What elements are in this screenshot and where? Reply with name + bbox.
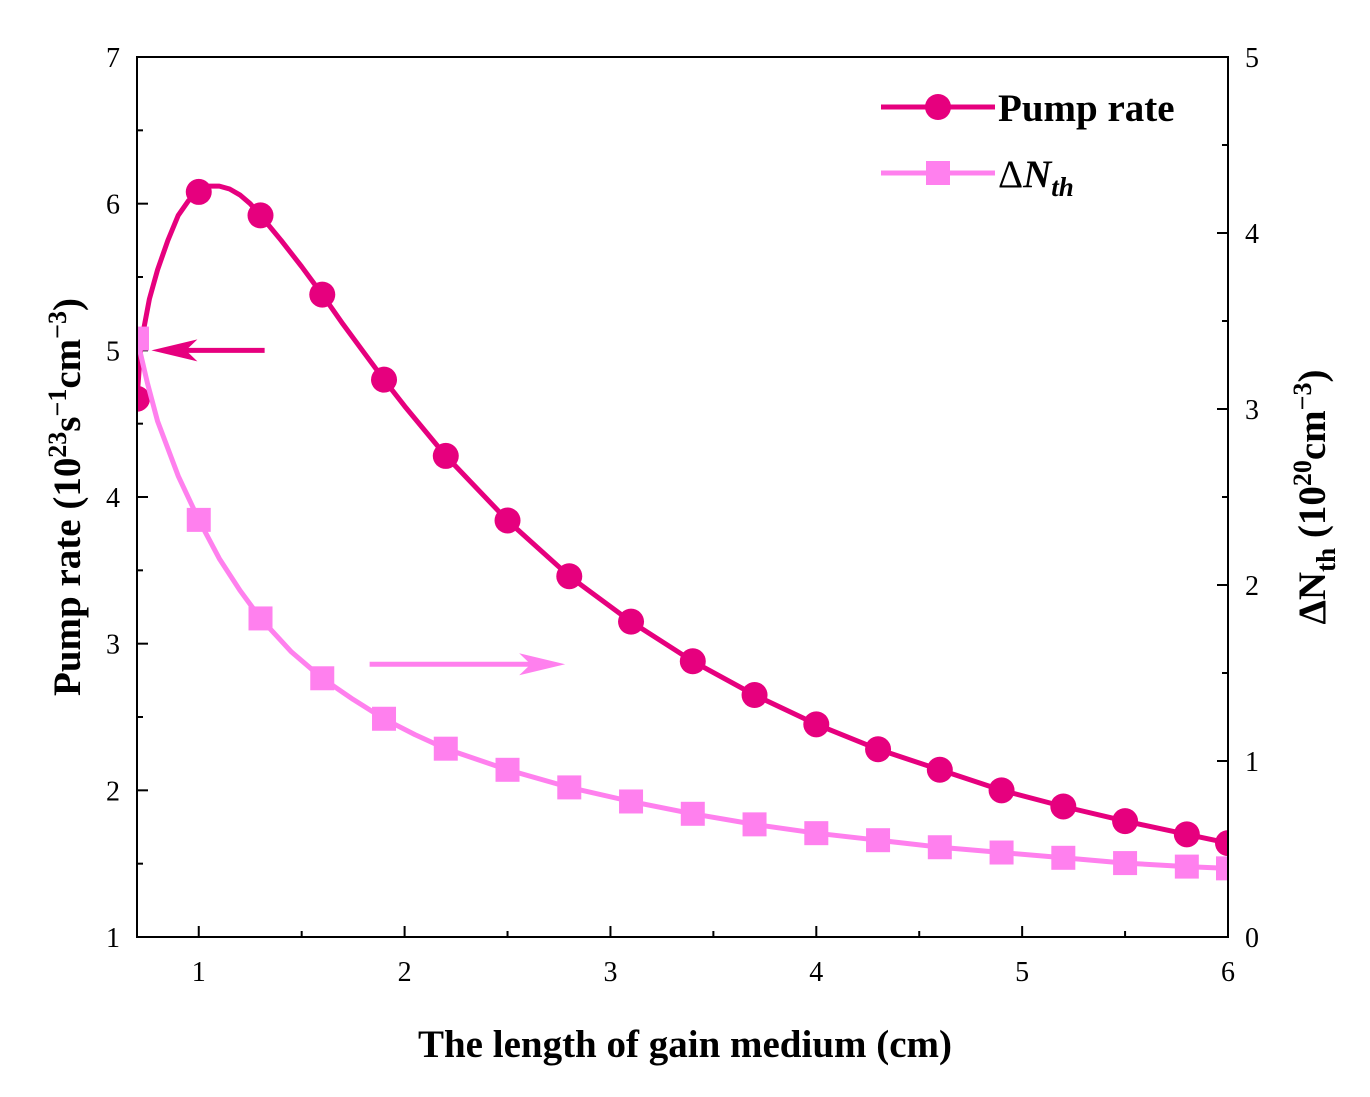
y2-axis-title: ΔNth (1020cm−3) <box>1288 369 1341 624</box>
pump-rate-point <box>1050 793 1077 820</box>
delta-nth-point <box>866 828 891 853</box>
pump-rate-point <box>988 777 1015 804</box>
delta-nth-point <box>619 789 644 814</box>
delta-nth-axis-arrow-head <box>519 653 566 676</box>
y2-tick-label: 5 <box>1245 43 1259 74</box>
y-tick-label: 7 <box>106 43 120 74</box>
y-axis-ticks <box>137 56 148 938</box>
delta-nth-point <box>137 326 149 351</box>
legend-nth-marker <box>926 161 950 185</box>
y2-axis-tick-labels: 0 1 2 3 4 5 <box>1245 43 1259 954</box>
pump-rate-point <box>618 608 645 635</box>
plot-frame <box>136 56 1229 938</box>
y-tick-label: 4 <box>106 483 120 514</box>
legend-pump-label: Pump rate <box>998 87 1175 130</box>
delta-nth-point <box>1216 856 1228 881</box>
y-axis-tick-labels: 1 2 3 4 5 6 7 <box>106 43 120 954</box>
x-tick-label: 6 <box>1221 957 1235 988</box>
x-tick-label: 1 <box>192 957 206 988</box>
pump-rate-point <box>741 682 768 708</box>
x-axis-title: The length of gain medium (cm) <box>418 1023 952 1066</box>
pump-rate-point <box>556 563 583 590</box>
pump-rate-point <box>494 507 521 534</box>
y-tick-label: 2 <box>106 776 120 807</box>
delta-nth-point <box>186 507 211 532</box>
delta-nth-point <box>989 840 1014 865</box>
y2-axis-ticks <box>1217 56 1228 938</box>
y-tick-label: 3 <box>106 630 120 661</box>
delta-nth-point <box>1051 845 1076 870</box>
x-tick-label: 5 <box>1015 957 1029 988</box>
x-tick-label: 4 <box>809 957 823 988</box>
series-layer <box>137 178 1228 881</box>
x-axis-tick-labels: 1 2 3 4 5 6 <box>192 957 1235 988</box>
pump-rate-point <box>309 281 336 308</box>
legend-nth-label: ΔNth <box>998 153 1074 202</box>
y2-tick-label: 3 <box>1245 395 1259 426</box>
x-tick-label: 2 <box>398 957 412 988</box>
annotation-arrows <box>151 339 566 676</box>
delta-nth-point <box>742 812 767 837</box>
y2-tick-label: 0 <box>1245 923 1259 954</box>
delta-nth-point <box>433 736 458 761</box>
delta-nth-point <box>804 821 829 846</box>
y-tick-label: 6 <box>106 190 120 221</box>
pump-rate-point <box>803 711 830 738</box>
y-tick-label: 1 <box>106 923 120 954</box>
x-tick-label: 3 <box>603 957 617 988</box>
pump-rate-point <box>1215 830 1228 857</box>
pump-rate-point <box>1112 808 1139 835</box>
delta-nth-point <box>372 706 397 731</box>
y-tick-label: 5 <box>106 336 120 367</box>
y2-tick-label: 1 <box>1245 747 1259 778</box>
y-axis-title: Pump rate (1023s−1cm−3) <box>43 298 89 696</box>
legend: Pump rate ΔNth <box>881 87 1175 202</box>
pump-rate-axis-arrow-head <box>151 339 198 362</box>
y2-tick-label: 2 <box>1245 571 1259 602</box>
delta-nth-line <box>137 338 1228 871</box>
pump-rate-point <box>371 366 398 393</box>
delta-nth-point <box>310 666 335 691</box>
delta-nth-point <box>248 606 273 631</box>
delta-nth-point <box>557 775 582 800</box>
pump-rate-point <box>679 648 706 675</box>
pump-rate-point <box>137 385 150 412</box>
pump-rate-point <box>1173 821 1200 848</box>
delta-nth-point <box>495 757 520 782</box>
pump-rate-point <box>432 442 459 469</box>
pump-rate-point <box>185 178 212 205</box>
legend-pump-marker <box>925 94 951 120</box>
pump-rate-point <box>865 736 892 763</box>
delta-nth-point <box>1174 854 1199 879</box>
x-axis-ticks <box>197 926 1229 937</box>
pump-rate-point <box>926 756 953 783</box>
delta-nth-point <box>680 801 705 826</box>
pump-rate-point <box>247 202 274 229</box>
y2-tick-label: 4 <box>1245 219 1259 250</box>
pump-rate-line <box>137 183 1228 846</box>
delta-nth-point <box>927 835 952 860</box>
delta-nth-point <box>1113 851 1138 876</box>
